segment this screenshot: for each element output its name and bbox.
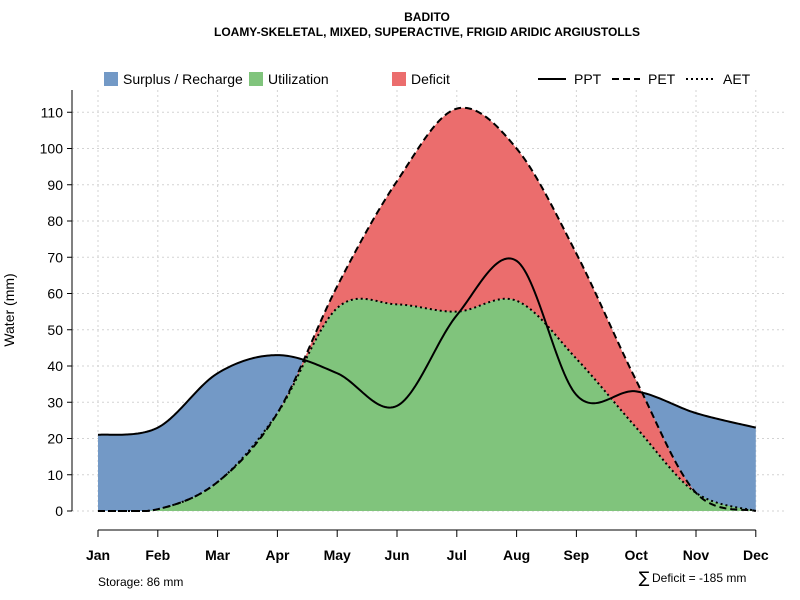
legend-swatch-surplus	[104, 72, 118, 86]
deficit-note: Deficit = -185 mm	[652, 571, 746, 585]
area-fills	[98, 107, 756, 512]
series-line-pet	[97, 106, 757, 512]
x-tick-label-nov: Nov	[683, 547, 710, 563]
legend-label-ppt: PPT	[574, 71, 602, 87]
x-tick-label-jun: Jun	[385, 547, 410, 563]
x-tick-label-dec: Dec	[743, 547, 769, 563]
x-tick-label-oct: Oct	[625, 547, 649, 563]
y-tick-label-50: 50	[47, 322, 63, 338]
x-tick-label-sep: Sep	[564, 547, 590, 563]
series-lines	[97, 106, 757, 512]
legend: Surplus / Recharge Utilization Deficit P…	[104, 71, 751, 87]
series-line-ppt	[97, 257, 757, 436]
x-tick-label-may: May	[324, 547, 351, 563]
legend-label-pet: PET	[648, 71, 676, 87]
y-tick-label-80: 80	[47, 213, 63, 229]
legend-swatch-utilization	[249, 72, 263, 86]
area-utilization	[98, 298, 756, 511]
area-deficit	[98, 107, 756, 512]
y-tick-label-90: 90	[47, 177, 63, 193]
y-tick-label-40: 40	[47, 358, 63, 374]
y-axis-label: Water (mm)	[1, 273, 17, 346]
x-tick-label-jan: Jan	[86, 547, 110, 563]
x-tick-label-aug: Aug	[503, 547, 530, 563]
y-tick-label-10: 10	[47, 467, 63, 483]
area-surplus-recharge	[98, 107, 756, 512]
y-tick-label-20: 20	[47, 431, 63, 447]
y-tick-label-100: 100	[40, 141, 64, 157]
legend-label-deficit: Deficit	[411, 71, 450, 87]
chart-title: BADITO	[404, 10, 450, 24]
legend-label-aet: AET	[723, 71, 751, 87]
deficit-sum-symbol: ∑	[639, 568, 650, 587]
axes: 0 10 20 30 40 50 60 70 80 90 100 110 Jan Feb Mar Apr May…	[40, 90, 769, 563]
x-tick-label-feb: Feb	[145, 547, 170, 563]
y-tick-label-110: 110	[41, 104, 64, 120]
legend-swatch-deficit	[392, 72, 406, 86]
x-tick-label-jul: Jul	[447, 547, 467, 563]
y-tick-label-0: 0	[55, 503, 63, 519]
y-tick-label-70: 70	[47, 249, 63, 265]
legend-label-utilization: Utilization	[268, 71, 329, 87]
legend-label-surplus: Surplus / Recharge	[123, 71, 243, 87]
chart-subtitle: LOAMY-SKELETAL, MIXED, SUPERACTIVE, FRIG…	[214, 25, 640, 39]
x-tick-label-mar: Mar	[205, 547, 230, 563]
y-tick-label-30: 30	[47, 394, 63, 410]
storage-note: Storage: 86 mm	[98, 575, 183, 589]
x-tick-label-apr: Apr	[265, 547, 290, 563]
y-tick-label-60: 60	[47, 286, 63, 302]
